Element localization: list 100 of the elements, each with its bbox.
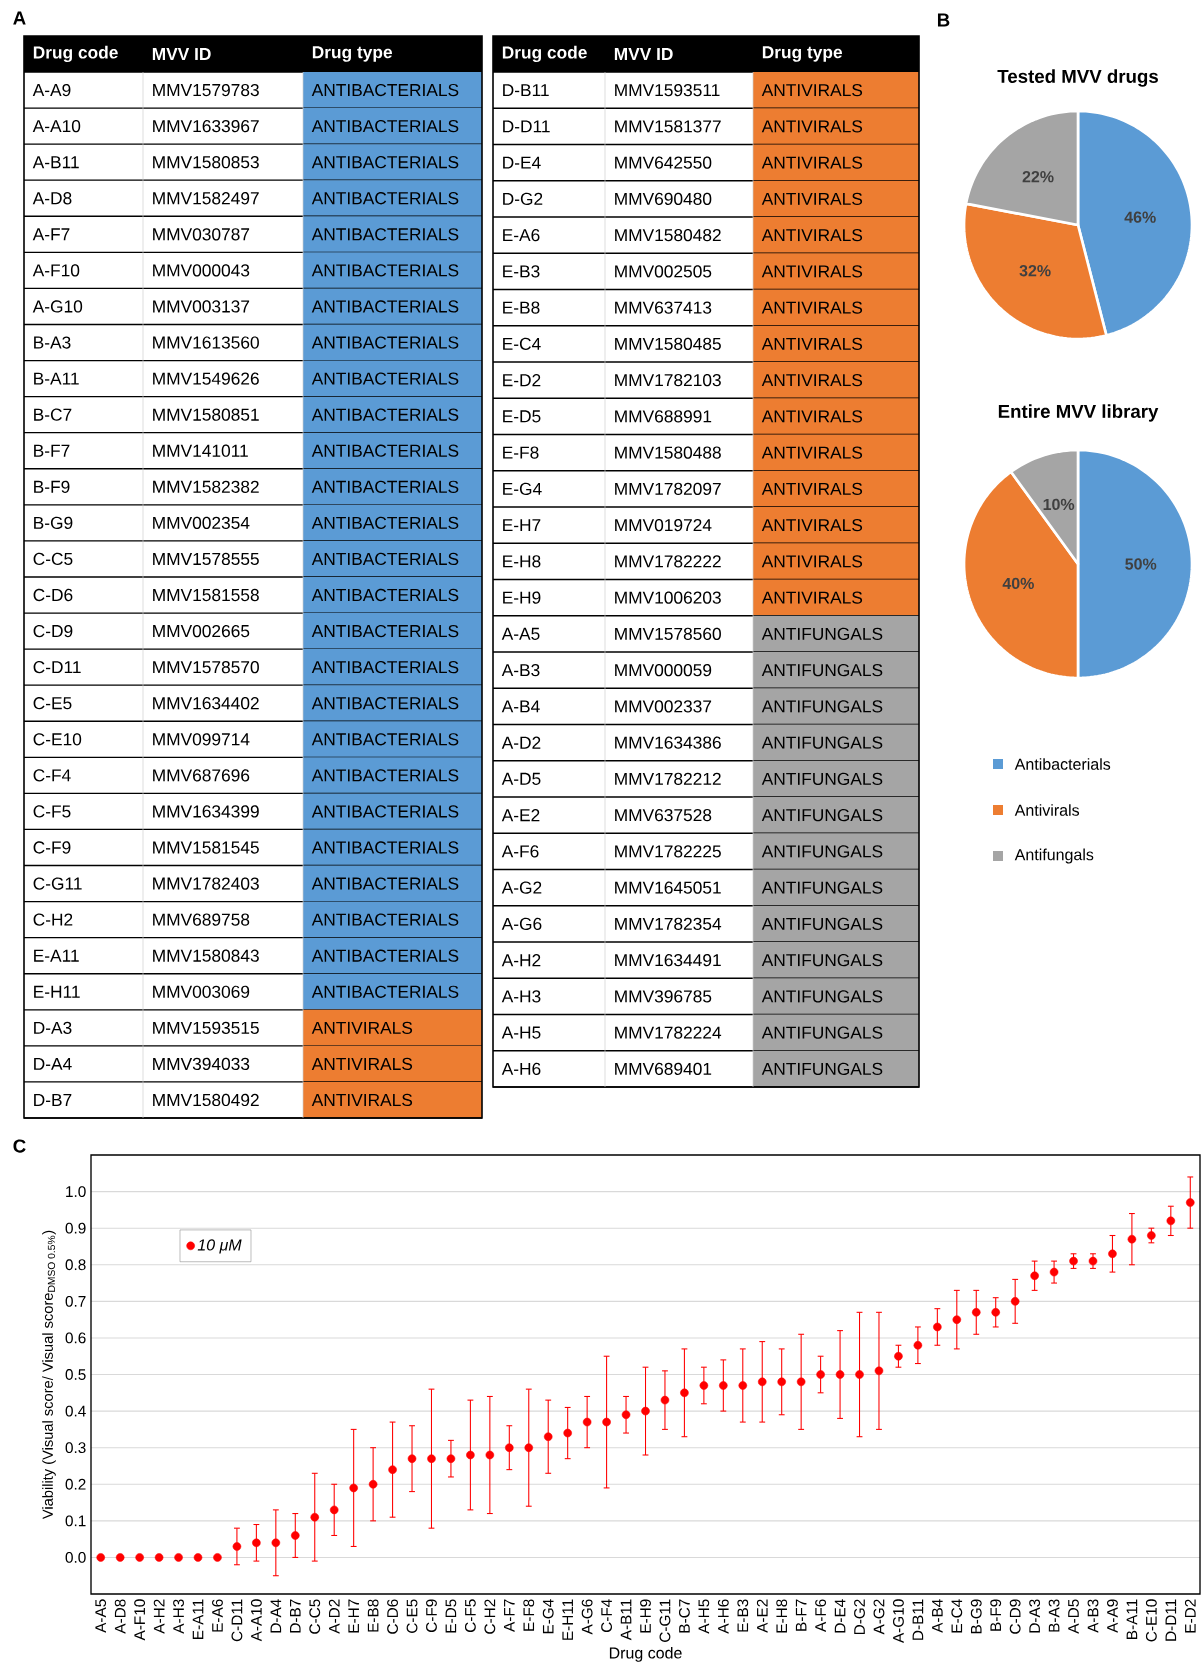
x-tick-label: A-G6 [581, 1599, 593, 1635]
x-tick-label: E-F8 [523, 1599, 535, 1631]
x-tick-label: D-B7 [290, 1599, 301, 1633]
x-tick-label: D-G2 [854, 1599, 865, 1635]
x-axis-title: Drug code [609, 1646, 682, 1662]
x-tick-label: A-H2 [153, 1599, 165, 1634]
y-tick-label: 0.1 [65, 1515, 86, 1527]
point [329, 1505, 339, 1515]
chart-title: Tested MVV drugs [997, 69, 1158, 87]
x-tick-label: D-B11 [912, 1599, 924, 1640]
text: MMV1582382 [153, 480, 259, 493]
text: ANTIFUNGALS [761, 953, 883, 967]
point [1010, 1297, 1020, 1306]
text: MMV637413 [615, 301, 712, 314]
data-label: 10% [1043, 498, 1075, 511]
text: E-D2 [503, 374, 541, 387]
y-tick-label: 0.6 [65, 1332, 86, 1344]
x-tick-label: A-D2 [328, 1599, 340, 1634]
text: MMV000043 [153, 264, 250, 277]
point [1186, 1198, 1195, 1207]
text: D-D11 [503, 120, 550, 133]
text: D-G2 [503, 192, 543, 206]
text: MMV1578570 [153, 661, 259, 674]
y-axis-title: Viability (Visual score/ Visual score$_{DMSO 0.5%}$) [42, 1230, 56, 1520]
text: C-E5 [33, 697, 72, 710]
text: MMV1782224 [615, 1026, 722, 1039]
text: ANTIVIRALS [761, 301, 863, 314]
x-tick-label: A-G10 [893, 1599, 904, 1644]
text: MVV ID [614, 48, 673, 60]
text: MMV1782212 [615, 772, 721, 786]
x-tick-label: A-A10 [250, 1599, 262, 1642]
text: ANTIFUNGALS [761, 736, 883, 749]
text: C-C5 [33, 552, 73, 566]
text: E-B3 [503, 265, 540, 278]
text: ANTIBACTERIALS [311, 624, 459, 638]
y-tick-label: 0.2 [65, 1478, 86, 1490]
text: Drug type [312, 46, 393, 62]
text: A-F7 [32, 228, 70, 241]
text: ANTIBACTERIALS [311, 877, 459, 890]
point [505, 1443, 514, 1452]
text: MMV002354 [153, 516, 250, 529]
text: A-D2 [501, 736, 541, 749]
text: A-A5 [501, 627, 540, 640]
text: MMV1581558 [153, 588, 259, 602]
point [193, 1553, 203, 1562]
data-label: 46% [1124, 211, 1156, 223]
x-tick-label: A-F7 [504, 1599, 515, 1632]
text: MMV1580853 [153, 156, 259, 169]
text: ANTIBACTERIALS [311, 119, 459, 133]
text: ANTIBACTERIALS [311, 841, 459, 854]
text: MMV1578560 [615, 627, 721, 641]
text: E-G4 [503, 482, 542, 496]
text: A-A9 [32, 83, 71, 97]
x-tick-label: C-D9 [1009, 1599, 1021, 1634]
text: Drug type [762, 46, 843, 62]
text: B-G9 [34, 516, 73, 529]
text: MMV1782222 [615, 555, 721, 568]
text: ANTIFUNGALS [761, 1062, 883, 1076]
point [174, 1553, 183, 1562]
text: A-B4 [501, 700, 540, 713]
text: ANTIFUNGALS [761, 627, 883, 641]
text: C-D11 [33, 661, 81, 674]
x-tick-label: E-H7 [348, 1599, 359, 1633]
x-tick-label: C-D11 [231, 1599, 243, 1642]
data-label: 50% [1125, 558, 1157, 570]
text: MMV1593511 [615, 83, 720, 97]
point [349, 1483, 358, 1493]
text: MMV1634386 [615, 736, 721, 749]
text: ANTIVIRALS [761, 410, 863, 423]
text: C-G11 [33, 877, 82, 890]
point [641, 1406, 650, 1416]
x-tick-label: A-H5 [698, 1599, 710, 1634]
y-tick-label: 0.3 [65, 1442, 86, 1454]
x-tick-label: B-A3 [1048, 1599, 1060, 1632]
text: C-D9 [33, 624, 73, 638]
text: ANTIFUNGALS [761, 700, 883, 713]
x-tick-label: B-F9 [990, 1599, 1002, 1631]
x-tick-label: E-B8 [367, 1599, 379, 1632]
text: MMV689401 [615, 1062, 712, 1076]
text: ANTIFUNGALS [761, 845, 883, 858]
x-tick-label: D-E4 [834, 1599, 846, 1633]
text: A-E2 [501, 809, 540, 822]
x-tick-label: E-C4 [951, 1599, 963, 1633]
text: C-H2 [33, 913, 73, 926]
x-tick-label: D-D11 [1165, 1599, 1177, 1641]
text: ANTIBACTERIALS [311, 769, 459, 782]
point [913, 1340, 923, 1350]
point [1147, 1231, 1156, 1240]
legend-label: 10 μM [197, 1239, 242, 1254]
text: A [13, 11, 26, 25]
point [271, 1538, 281, 1548]
chart-title: Entire MVV library [998, 404, 1159, 422]
text: A-H2 [501, 954, 541, 967]
text: MMV394033 [153, 1057, 250, 1071]
text: ANTIBACTERIALS [311, 697, 459, 710]
x-tick-label: A-H6 [717, 1599, 729, 1634]
text: D-A4 [34, 1057, 72, 1070]
data-label: 22% [1022, 171, 1054, 183]
text: ANTIBACTERIALS [311, 985, 459, 998]
text: ANTIFUNGALS [761, 1026, 883, 1039]
